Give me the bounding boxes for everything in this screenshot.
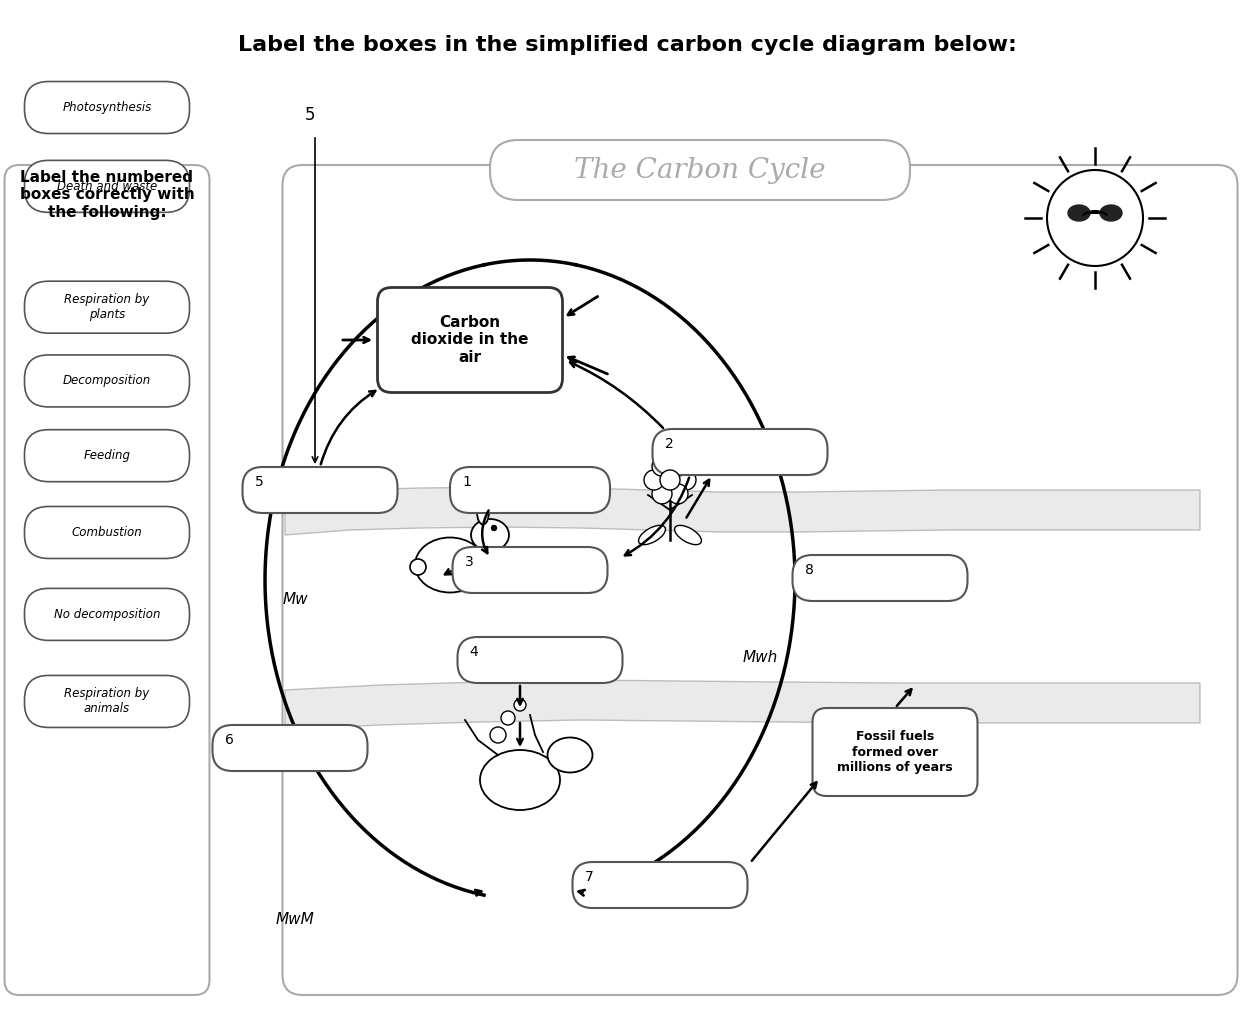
Polygon shape [285,680,1200,730]
Text: Decomposition: Decomposition [63,375,151,387]
Circle shape [410,559,425,575]
FancyBboxPatch shape [25,282,190,333]
Text: No decomposition: No decomposition [54,608,161,621]
FancyBboxPatch shape [5,165,210,995]
Text: 4: 4 [469,645,478,659]
Circle shape [653,484,671,504]
Text: The Carbon Cycle: The Carbon Cycle [575,157,826,183]
Circle shape [492,525,497,530]
FancyBboxPatch shape [451,467,610,513]
Ellipse shape [1068,205,1091,221]
Circle shape [489,727,506,743]
FancyBboxPatch shape [453,547,607,593]
Text: Death and waste: Death and waste [56,180,157,193]
FancyBboxPatch shape [25,589,190,640]
Ellipse shape [415,538,484,593]
Text: MwM: MwM [276,912,314,928]
Text: Respiration by
plants: Respiration by plants [64,293,149,322]
Circle shape [660,470,680,490]
FancyBboxPatch shape [25,82,190,133]
FancyBboxPatch shape [25,507,190,558]
FancyBboxPatch shape [25,430,190,481]
FancyBboxPatch shape [572,862,748,908]
Ellipse shape [547,737,592,772]
Polygon shape [285,487,1200,535]
Ellipse shape [479,750,560,810]
FancyBboxPatch shape [25,161,190,212]
Text: Carbon
dioxide in the
air: Carbon dioxide in the air [412,315,528,365]
Ellipse shape [639,525,665,545]
FancyBboxPatch shape [25,355,190,407]
Circle shape [676,470,697,490]
Circle shape [644,470,664,490]
FancyBboxPatch shape [242,467,398,513]
FancyBboxPatch shape [458,637,622,683]
Circle shape [653,456,671,476]
Text: Mw: Mw [282,593,307,607]
Text: 5: 5 [255,475,264,489]
Text: 8: 8 [804,563,813,577]
FancyBboxPatch shape [653,429,827,475]
FancyBboxPatch shape [489,140,910,200]
Circle shape [668,484,688,504]
Ellipse shape [1099,205,1122,221]
Circle shape [668,456,688,476]
Text: Mwh: Mwh [743,650,778,666]
Text: 1: 1 [462,475,471,489]
FancyBboxPatch shape [812,708,978,796]
FancyBboxPatch shape [212,725,368,771]
Circle shape [501,711,515,725]
FancyBboxPatch shape [282,165,1237,995]
FancyBboxPatch shape [378,288,562,392]
Text: 3: 3 [464,555,473,569]
Text: 6: 6 [225,733,233,746]
Text: 7: 7 [585,870,594,884]
Text: Label the boxes in the simplified carbon cycle diagram below:: Label the boxes in the simplified carbon… [238,35,1017,55]
Text: Fossil fuels
formed over
millions of years: Fossil fuels formed over millions of yea… [837,730,953,773]
Text: Label the numbered
boxes correctly with
the following:: Label the numbered boxes correctly with … [20,170,195,220]
Ellipse shape [674,525,702,545]
Ellipse shape [471,519,510,551]
Text: Respiration by
animals: Respiration by animals [64,687,149,716]
Text: Combustion: Combustion [72,526,142,539]
Circle shape [515,699,526,711]
Text: 5: 5 [305,106,315,124]
Text: 2: 2 [664,437,673,451]
FancyBboxPatch shape [792,555,968,601]
Text: Feeding: Feeding [84,450,131,462]
Circle shape [1047,170,1143,266]
FancyBboxPatch shape [25,676,190,727]
Text: Photosynthesis: Photosynthesis [63,101,152,114]
Ellipse shape [477,500,489,524]
